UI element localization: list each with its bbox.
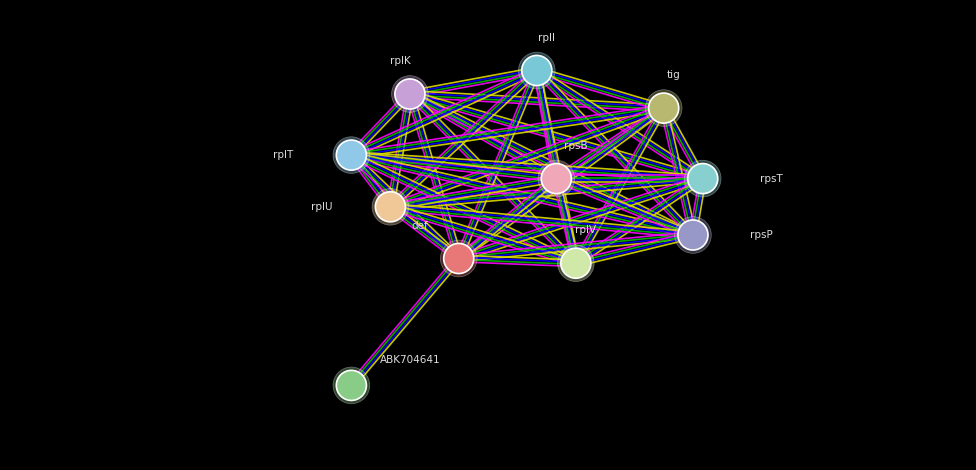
Text: ABK704641: ABK704641 [380, 354, 440, 365]
Circle shape [372, 188, 409, 225]
Text: rpsP: rpsP [750, 230, 773, 240]
Text: rpsB: rpsB [564, 141, 588, 151]
Text: rpsT: rpsT [759, 173, 783, 184]
Circle shape [561, 248, 590, 278]
Circle shape [337, 140, 366, 170]
Text: rplT: rplT [273, 150, 293, 160]
Circle shape [440, 240, 477, 277]
Circle shape [649, 93, 678, 123]
Circle shape [522, 55, 551, 86]
Circle shape [337, 370, 366, 400]
Circle shape [395, 79, 425, 109]
Circle shape [391, 76, 428, 112]
Circle shape [645, 90, 682, 126]
Circle shape [538, 160, 575, 197]
Circle shape [688, 164, 717, 194]
Text: def: def [411, 220, 428, 231]
Text: rplV: rplV [575, 225, 596, 235]
Circle shape [557, 245, 594, 282]
Circle shape [333, 137, 370, 173]
Circle shape [333, 367, 370, 404]
Circle shape [444, 243, 473, 274]
Circle shape [376, 192, 405, 222]
Circle shape [684, 160, 721, 197]
Circle shape [542, 164, 571, 194]
Circle shape [678, 220, 708, 250]
Text: tig: tig [667, 70, 680, 80]
Circle shape [518, 52, 555, 89]
Text: rplI: rplI [538, 32, 555, 43]
Text: rplK: rplK [389, 56, 411, 66]
Circle shape [674, 217, 712, 253]
Text: rplU: rplU [311, 202, 333, 212]
